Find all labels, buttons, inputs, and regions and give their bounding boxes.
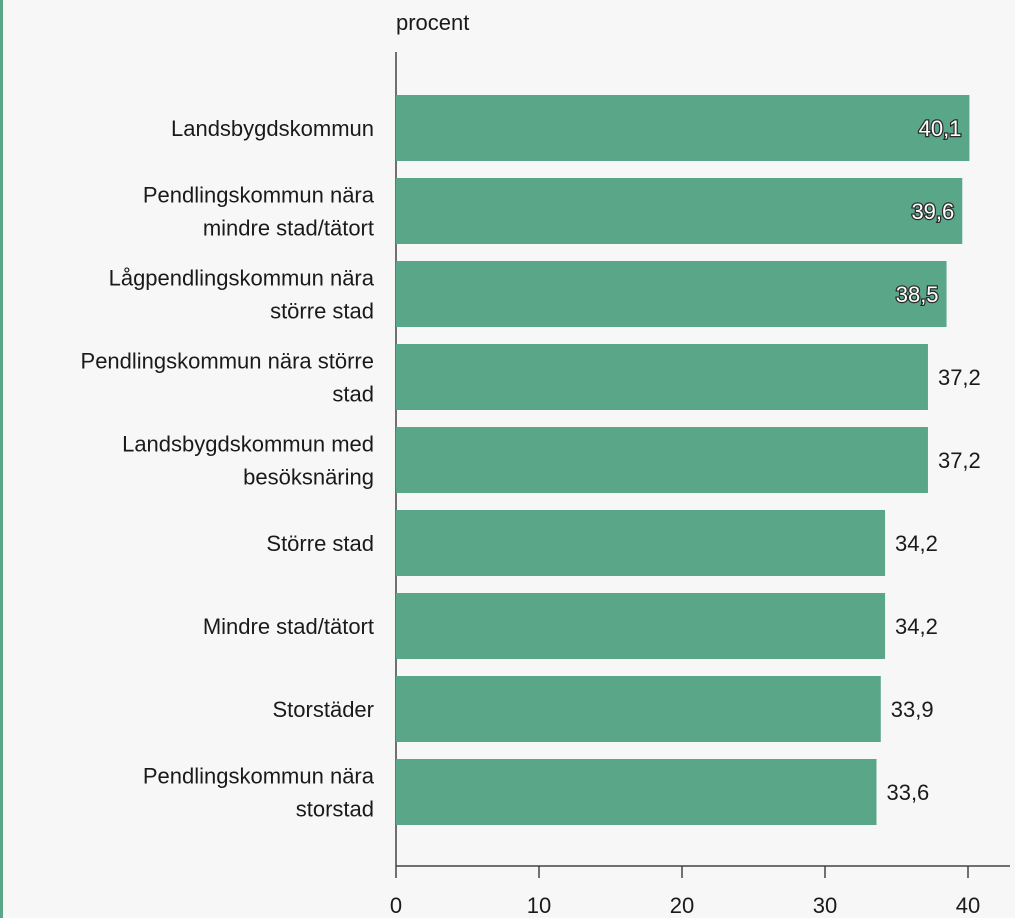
category-label: stad <box>332 382 374 407</box>
bar <box>396 676 881 742</box>
bar <box>396 510 886 576</box>
data-label: 33,6 <box>886 780 929 805</box>
bar <box>396 593 886 659</box>
category-label: Pendlingskommun nära större <box>81 349 374 374</box>
category-label: Pendlingskommun nära <box>143 183 375 208</box>
bar <box>396 759 877 825</box>
bar <box>396 95 970 161</box>
category-label: besöksnäring <box>243 465 374 490</box>
bar <box>396 178 963 244</box>
category-label: Storstäder <box>273 697 375 722</box>
data-label: 33,9 <box>891 697 934 722</box>
category-label: Landsbygdskommun med <box>122 432 374 457</box>
data-label: 34,2 <box>895 531 938 556</box>
data-label: 34,2 <box>895 614 938 639</box>
data-label: 40,1 <box>919 116 962 141</box>
category-label: Mindre stad/tätort <box>203 614 374 639</box>
x-tick-label: 20 <box>670 893 694 918</box>
category-label: Pendlingskommun nära <box>143 764 375 789</box>
category-label: Större stad <box>266 531 374 556</box>
x-tick-label: 10 <box>527 893 551 918</box>
data-label: 38,5 <box>896 282 939 307</box>
category-label: Landsbygdskommun <box>171 116 374 141</box>
unit-label: procent <box>396 10 469 35</box>
data-label: 37,2 <box>938 365 981 390</box>
category-label: storstad <box>296 797 374 822</box>
left-accent-border <box>0 0 3 918</box>
category-label: mindre stad/tätort <box>203 216 374 241</box>
data-label: 37,2 <box>938 448 981 473</box>
bars-group: Landsbygdskommun 40,1 Pendlingskommun nära… <box>81 95 981 825</box>
x-ticks-group: 0 10 20 30 40 <box>390 866 980 918</box>
bar <box>396 261 947 327</box>
bar <box>396 427 928 493</box>
x-tick-label: 0 <box>390 893 402 918</box>
bar <box>396 344 928 410</box>
data-label: 39,6 <box>911 199 954 224</box>
x-tick-label: 40 <box>956 893 980 918</box>
x-tick-label: 30 <box>813 893 837 918</box>
category-label: större stad <box>270 299 374 324</box>
category-label: Lågpendlingskommun nära <box>109 266 375 291</box>
